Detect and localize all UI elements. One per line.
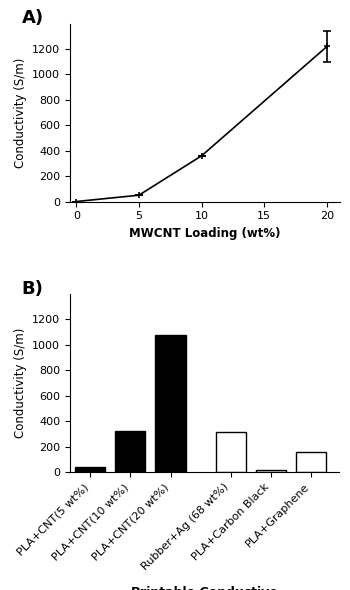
Text: B): B) <box>21 280 43 298</box>
Bar <box>256 470 286 472</box>
Y-axis label: Conductivity (S/m): Conductivity (S/m) <box>14 57 27 168</box>
X-axis label: Printable Conductive
Polymer Nanocomposites: Printable Conductive Polymer Nanocomposi… <box>116 586 294 590</box>
Text: A): A) <box>21 9 44 27</box>
Bar <box>155 335 186 472</box>
Bar <box>115 431 145 472</box>
Bar <box>75 467 105 472</box>
X-axis label: MWCNT Loading (wt%): MWCNT Loading (wt%) <box>129 227 280 240</box>
Bar <box>216 432 246 472</box>
Y-axis label: Conductivity (S/m): Conductivity (S/m) <box>14 328 27 438</box>
Bar <box>296 452 327 472</box>
